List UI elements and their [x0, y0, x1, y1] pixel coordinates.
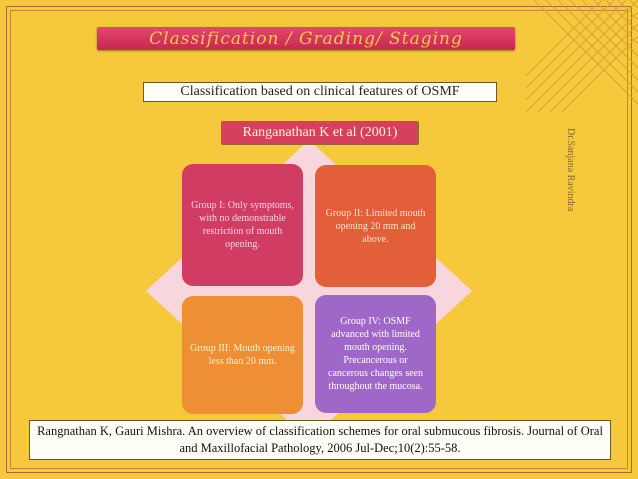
author-label: Ranganathan K et al (2001)	[221, 121, 419, 145]
title-bar: Classification / Grading/ Staging	[97, 27, 515, 50]
group-2-box: Group II: Limited mouth opening 20 mm an…	[315, 165, 436, 287]
group-2-text: Group II: Limited mouth opening 20 mm an…	[325, 207, 426, 245]
group-4-box: Group IV: OSMF advanced with limited mou…	[315, 295, 436, 413]
side-credit: Dr.Sanjana Ravindra	[565, 128, 576, 212]
group-1-box: Group I: Only symptoms, with no demonstr…	[182, 164, 303, 286]
group-3-text: Group III: Mouth opening less than 20 mm…	[190, 343, 295, 367]
group-3-box: Group III: Mouth opening less than 20 mm…	[182, 296, 303, 414]
slide-title: Classification / Grading/ Staging	[149, 28, 463, 49]
group-1-text: Group I: Only symptoms, with no demonstr…	[191, 200, 294, 250]
group-4-text: Group IV: OSMF advanced with limited mou…	[328, 316, 423, 392]
outer-frame	[6, 6, 632, 473]
corner-decoration-icon	[526, 0, 638, 112]
inner-frame	[10, 10, 628, 469]
subtitle-box: Classification based on clinical feature…	[143, 82, 497, 102]
citation-box: Rangnathan K, Gauri Mishra. An overview …	[29, 420, 611, 460]
